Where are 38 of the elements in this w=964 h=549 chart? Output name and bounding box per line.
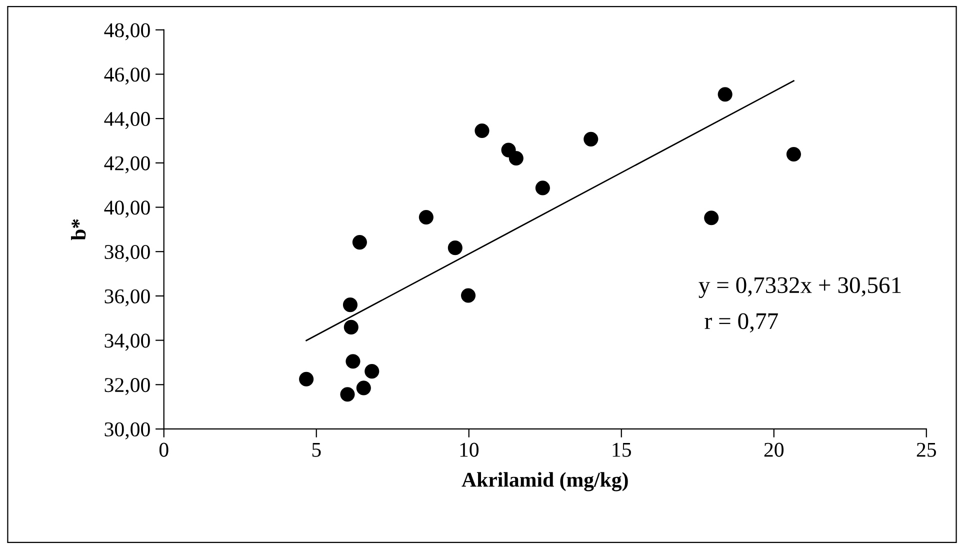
y-tick-label: 40,00 [104,200,150,218]
annotation: r = 0,77 [704,313,778,333]
x-axis-title: Akrilamid (mg/kg) [462,472,628,492]
x-tick-label: 25 [916,442,936,457]
point [364,364,380,379]
point [704,210,719,226]
point [340,387,355,402]
point [344,320,358,334]
y-tick-label: 30,00 [104,422,150,440]
annotation: y = 0,7332x + 30,561 [698,277,901,298]
point [356,380,371,396]
point [460,288,476,303]
point [718,87,732,102]
x-tick-label: 15 [612,442,631,457]
point [448,240,462,256]
y-axis-title: b* [71,219,86,240]
x-tick-label: 5 [312,442,321,457]
point [299,372,314,386]
x-tick-label: 20 [764,442,784,457]
point [352,235,367,250]
y-tick-label: 32,00 [104,378,150,396]
y-tick-label: 38,00 [104,244,150,262]
point [584,132,598,146]
x-tick-label: 0 [159,442,168,457]
y-tick-label: 36,00 [104,289,150,306]
x-tick-label: 10 [460,442,479,457]
point [474,123,490,138]
point [508,150,524,166]
point [535,180,550,196]
y-tick-label: 48,00 [104,23,150,40]
point [346,354,360,369]
y-tick-label: 42,00 [104,156,150,174]
y-tick-label: 46,00 [104,68,150,85]
y-tick-label: 34,00 [104,334,150,351]
point [342,298,358,312]
point [786,146,802,162]
point [418,210,434,225]
y-tick-label: 44,00 [104,112,150,129]
